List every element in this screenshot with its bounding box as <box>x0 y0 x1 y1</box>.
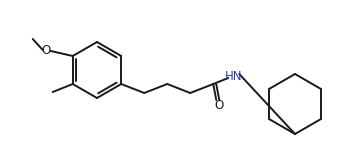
Text: HN: HN <box>224 69 242 83</box>
Text: O: O <box>41 43 50 57</box>
Text: O: O <box>215 98 224 112</box>
